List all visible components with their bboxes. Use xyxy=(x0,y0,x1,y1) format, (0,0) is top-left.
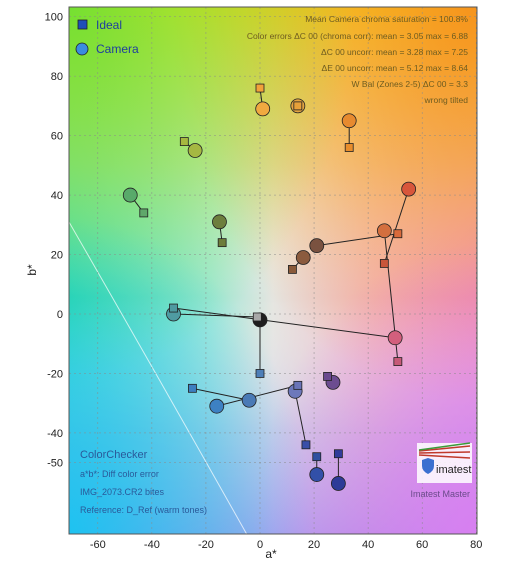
x-tick-label: -40 xyxy=(144,539,160,551)
y-tick-label: -40 xyxy=(47,428,63,440)
ideal-point xyxy=(344,143,354,152)
footer-right-label: Imatest Master xyxy=(410,489,470,499)
stats-block: Mean Camera chroma saturation = 100.8% C… xyxy=(247,14,469,105)
y-tick-label: 60 xyxy=(51,131,63,143)
x-tick-label: -20 xyxy=(198,539,214,551)
logo-text: imatest xyxy=(436,464,471,476)
ideal-point xyxy=(293,380,303,390)
y-axis-label: b* xyxy=(25,264,39,276)
camera-point xyxy=(209,398,225,414)
x-tick-label: 80 xyxy=(470,539,482,551)
legend-ideal-swatch xyxy=(77,19,88,30)
legend: Ideal Camera xyxy=(75,18,139,56)
gamut-curve xyxy=(69,221,248,534)
x-tick-label: -60 xyxy=(90,539,106,551)
stats-line-2: Color errors ΔC 00 (chroma corr): mean =… xyxy=(247,31,468,41)
ideal-point xyxy=(255,83,265,93)
y-tick-label: 0 xyxy=(57,309,63,321)
footer-line-3: IMG_2073.CR2 bites xyxy=(80,487,165,497)
y-tick-label: 80 xyxy=(51,71,63,83)
y-tick-label: 100 xyxy=(45,12,63,24)
plot-background xyxy=(69,7,477,534)
error-link xyxy=(216,384,298,407)
stats-line-4: ΔE 00 uncorr: mean = 5.12 max = 8.64 xyxy=(322,63,469,73)
x-axis-label: a* xyxy=(265,547,277,561)
error-link xyxy=(383,188,410,264)
camera-point xyxy=(387,330,403,346)
legend-ideal-label: Ideal xyxy=(96,18,122,32)
ideal-point xyxy=(169,303,178,313)
x-tick-label: 40 xyxy=(362,539,374,551)
x-tick-label: 60 xyxy=(416,539,428,551)
y-tick-label: -20 xyxy=(47,368,63,380)
camera-point xyxy=(401,181,417,197)
error-link xyxy=(173,313,258,318)
data-marks xyxy=(122,83,417,491)
y-tick-labels: 100 80 60 40 20 0 -20 -40 -50 xyxy=(45,12,63,470)
ideal-point xyxy=(333,449,343,459)
ideal-point xyxy=(301,440,311,450)
ideal-point xyxy=(393,229,403,239)
footer-line-2: a*b*: Diff color error xyxy=(80,469,159,479)
ideal-point xyxy=(393,357,403,366)
ideal-point xyxy=(379,259,389,268)
footer-line-4: Reference: D_Ref (warm tones) xyxy=(80,505,207,515)
camera-point xyxy=(122,187,138,203)
error-link xyxy=(192,387,250,401)
ideal-point xyxy=(323,372,332,381)
footer-info: ColorChecker a*b*: Diff color error IMG_… xyxy=(80,449,207,515)
ideal-point xyxy=(255,369,265,378)
ideal-point xyxy=(288,265,297,274)
camera-point xyxy=(187,143,203,158)
camera-point xyxy=(255,101,271,117)
y-tick-label: 20 xyxy=(51,250,63,262)
ideal-point xyxy=(139,208,149,218)
error-link xyxy=(173,307,396,339)
camera-point xyxy=(241,392,257,408)
ideal-point xyxy=(217,238,227,248)
ideal-point xyxy=(293,101,303,111)
camera-point xyxy=(309,238,325,254)
camera-point xyxy=(376,223,392,239)
ideal-point xyxy=(312,452,322,462)
x-tick-label: 0 xyxy=(257,539,263,551)
plot-frame xyxy=(68,6,478,535)
legend-camera-label: Camera xyxy=(96,42,139,56)
legend-camera-swatch xyxy=(75,42,89,56)
ideal-point xyxy=(252,312,262,322)
camera-point xyxy=(295,250,311,265)
stats-line-1: Mean Camera chroma saturation = 100.8% xyxy=(305,14,468,24)
footer-line-1: ColorChecker xyxy=(80,449,148,461)
y-tick-label: -50 xyxy=(47,458,63,470)
stats-line-6: wrong tilted xyxy=(424,95,469,105)
x-tick-labels: -60 -40 -20 0 20 40 60 80 xyxy=(90,539,482,551)
ideal-point xyxy=(179,137,189,146)
stats-line-5: W Bal (Zones 2-5) ΔC 00 = 3.3 xyxy=(352,79,469,89)
imatest-shield-icon xyxy=(422,458,434,474)
camera-point xyxy=(309,467,325,482)
imatest-logo: imatest xyxy=(417,442,472,483)
camera-point xyxy=(330,476,346,491)
y-tick-label: 40 xyxy=(51,190,63,202)
x-tick-label: 20 xyxy=(308,539,320,551)
camera-point xyxy=(212,214,227,230)
error-link xyxy=(294,391,307,445)
ideal-point xyxy=(188,383,197,393)
stats-line-3: ΔC 00 uncorr: mean = 3.28 max = 7.25 xyxy=(321,47,468,57)
camera-point xyxy=(341,113,357,129)
